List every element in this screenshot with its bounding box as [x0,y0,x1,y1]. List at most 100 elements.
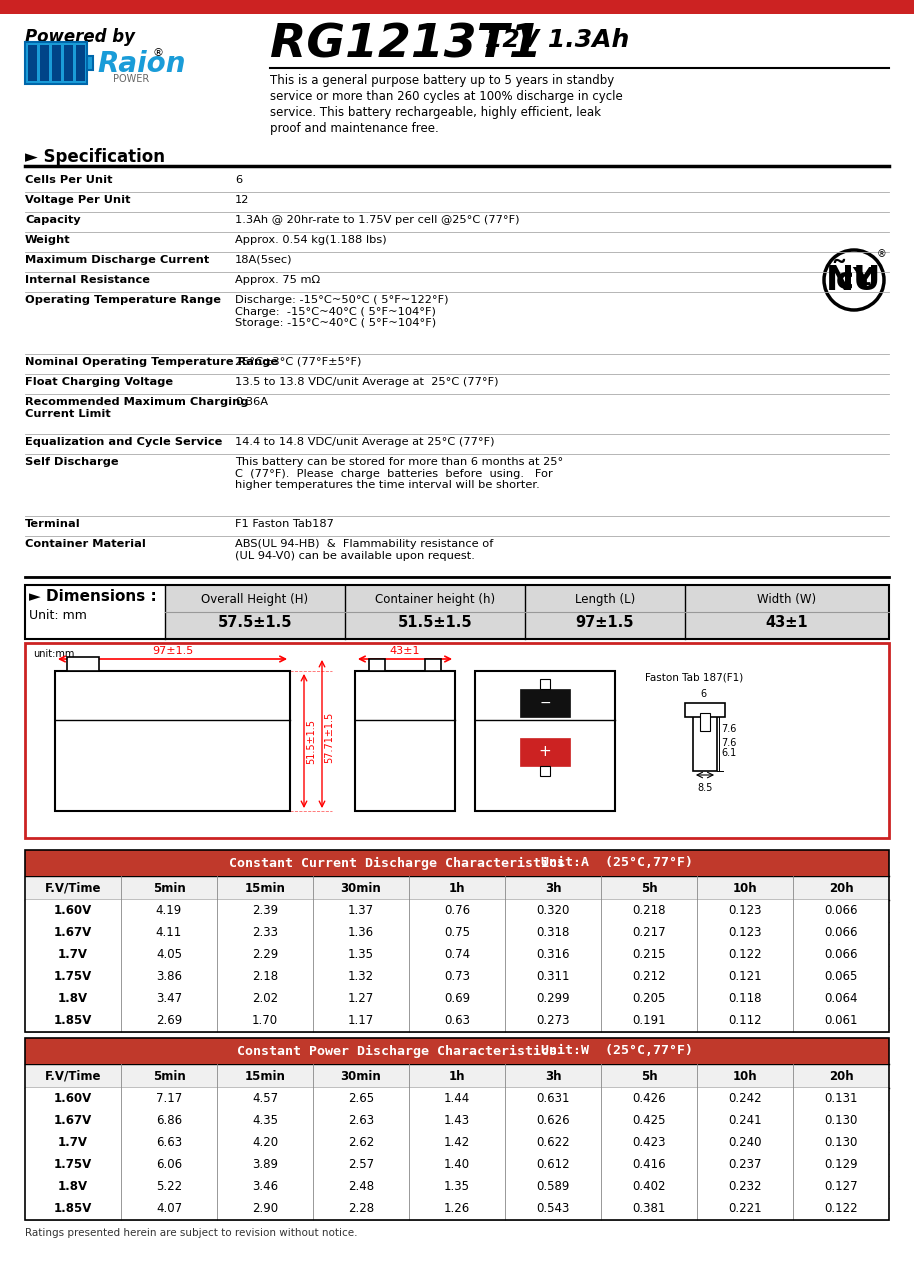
Bar [369,659,385,671]
Text: ÑU: ÑU [826,264,882,297]
Text: 0.218: 0.218 [632,905,665,918]
Text: Recommended Maximum Charging
Current Limit: Recommended Maximum Charging Current Lim… [25,397,249,419]
Text: 1.85V: 1.85V [54,1202,92,1216]
Bar [67,657,99,671]
Text: 1.85V: 1.85V [54,1015,92,1028]
Bar [540,678,550,689]
Text: 0.129: 0.129 [824,1158,858,1171]
Text: 0.217: 0.217 [632,927,665,940]
Text: Terminal: Terminal [25,518,80,529]
Text: Constant Power Discharge Characteristics: Constant Power Discharge Characteristics [237,1044,557,1057]
Text: 25°C±3°C (77°F±5°F): 25°C±3°C (77°F±5°F) [235,357,361,367]
Text: 0.63: 0.63 [444,1015,470,1028]
Bar [25,1198,889,1220]
Text: 1.7V: 1.7V [58,948,88,961]
Text: +: + [538,745,551,759]
Text: 1.3Ah @ 20hr-rate to 1.75V per cell @25°C (77°F): 1.3Ah @ 20hr-rate to 1.75V per cell @25°… [235,215,519,225]
Text: 1.67V: 1.67V [54,927,92,940]
Text: 43±1: 43±1 [389,646,420,655]
Text: Internal Resistance: Internal Resistance [25,275,150,285]
Text: 2.63: 2.63 [348,1115,374,1128]
Text: 5min: 5min [153,1070,186,1083]
Text: 0.273: 0.273 [537,1015,569,1028]
Text: Unit:A  (25°C,77°F): Unit:A (25°C,77°F) [541,856,693,869]
Text: 57.5±1.5: 57.5±1.5 [218,614,292,630]
Bar [700,713,710,731]
Text: 1.37: 1.37 [348,905,374,918]
Text: Faston Tab 187(F1): Faston Tab 187(F1) [645,673,743,684]
Text: 4.07: 4.07 [156,1202,182,1216]
Bar [25,1155,889,1176]
Text: 1h: 1h [449,1070,465,1083]
Text: 57.71±1.5: 57.71±1.5 [324,712,334,763]
Text: 0.316: 0.316 [537,948,569,961]
Bar [64,45,73,81]
Text: 7.6: 7.6 [721,724,737,733]
Text: ®: ® [152,47,163,58]
Text: Length (L): Length (L) [575,593,635,605]
Bar [52,45,61,81]
Bar [475,671,615,812]
Bar [25,900,889,922]
Text: 0.425: 0.425 [632,1115,665,1128]
Text: 51.5±1.5: 51.5±1.5 [306,718,316,763]
Bar [25,966,889,988]
Text: 12: 12 [235,195,250,205]
Text: 0.215: 0.215 [632,948,665,961]
Text: 97±1.5: 97±1.5 [576,614,634,630]
Bar [25,876,889,900]
Text: 0.612: 0.612 [537,1158,569,1171]
Text: 0.061: 0.061 [824,1015,857,1028]
Text: Width (W): Width (W) [758,593,816,605]
Text: 0.066: 0.066 [824,948,857,961]
Text: 2.48: 2.48 [348,1180,374,1193]
Text: cҰ: cҰ [836,266,877,294]
Text: 3.47: 3.47 [156,992,182,1006]
Text: 0.36A: 0.36A [235,397,268,407]
Bar [55,671,290,812]
Text: 4.57: 4.57 [252,1093,278,1106]
Text: 15min: 15min [245,882,285,895]
Text: 0.123: 0.123 [728,927,761,940]
Bar [25,1038,889,1064]
Text: 3h: 3h [545,882,561,895]
Text: 6.1: 6.1 [721,748,737,758]
Text: 1.75V: 1.75V [54,1158,92,1171]
Text: 2.65: 2.65 [348,1093,374,1106]
Text: 0.205: 0.205 [632,992,665,1006]
Text: 3.89: 3.89 [252,1158,278,1171]
Bar [25,1064,889,1088]
Text: 1.17: 1.17 [348,1015,374,1028]
Text: 2.69: 2.69 [156,1015,182,1028]
Text: 6: 6 [235,175,242,186]
Text: 2.18: 2.18 [252,970,278,983]
Text: 0.631: 0.631 [537,1093,569,1106]
Text: 0.416: 0.416 [632,1158,665,1171]
Text: 0.240: 0.240 [728,1137,761,1149]
Text: 0.123: 0.123 [728,905,761,918]
Text: Container height (h): Container height (h) [375,593,495,605]
Text: Unit: mm: Unit: mm [29,609,87,622]
Text: 0.320: 0.320 [537,905,569,918]
Bar [165,585,889,639]
Text: 13.5 to 13.8 VDC/unit Average at  25°C (77°F): 13.5 to 13.8 VDC/unit Average at 25°C (7… [235,378,498,387]
Text: Raion: Raion [97,50,186,78]
Bar [355,671,455,812]
Text: 2.39: 2.39 [252,905,278,918]
Text: 0.066: 0.066 [824,927,857,940]
Text: Cells Per Unit: Cells Per Unit [25,175,112,186]
Text: 0.318: 0.318 [537,927,569,940]
Text: 5min: 5min [153,882,186,895]
Text: 0.73: 0.73 [444,970,470,983]
Bar [25,1176,889,1198]
Bar [25,1110,889,1132]
Text: Maximum Discharge Current: Maximum Discharge Current [25,255,209,265]
Text: 30min: 30min [341,1070,381,1083]
Text: 0.118: 0.118 [728,992,761,1006]
Text: ► Dimensions :: ► Dimensions : [29,589,156,604]
Text: 0.626: 0.626 [537,1115,569,1128]
Bar [25,922,889,945]
Bar [520,689,570,717]
Bar [0,0,914,14]
Text: Nominal Operating Temperature Range: Nominal Operating Temperature Range [25,357,278,367]
